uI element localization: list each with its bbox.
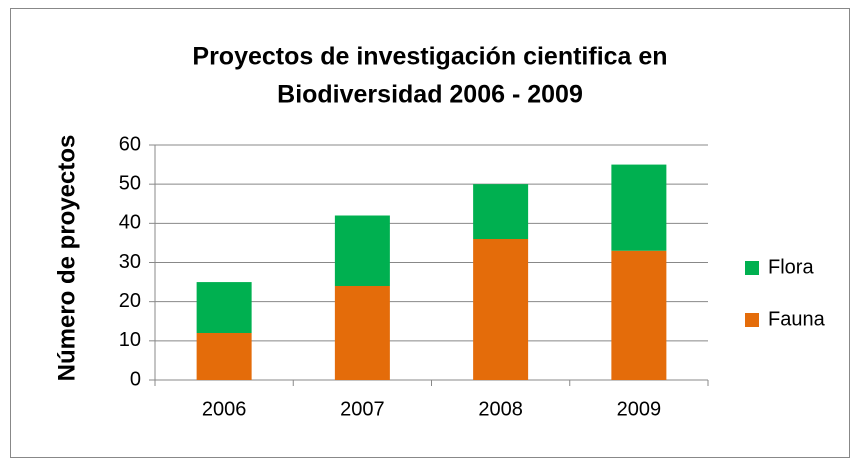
legend-label: Flora (768, 256, 814, 278)
bar-segment (473, 184, 529, 239)
bar-segment (196, 333, 252, 380)
y-tick-label: 20 (119, 290, 141, 312)
chart-title: Proyectos de investigación cientifica en (192, 43, 667, 71)
x-tick-label: 2008 (478, 398, 523, 420)
x-tick-label: 2007 (340, 398, 385, 420)
legend-swatch (745, 261, 759, 275)
bar-segment (196, 282, 252, 333)
bar-segment (473, 239, 529, 380)
y-tick-label: 0 (130, 368, 141, 390)
x-tick-label: 2006 (202, 398, 247, 420)
chart-title: Biodiversidad 2006 - 2009 (277, 81, 583, 109)
y-tick-label: 30 (119, 251, 141, 273)
bar-segment (334, 215, 390, 286)
bar-segment (611, 250, 667, 380)
chart-border (10, 8, 850, 458)
y-tick-label: 50 (119, 172, 141, 194)
x-tick-label: 2009 (617, 398, 662, 420)
bar-segment (334, 286, 390, 380)
legend-label: Fauna (768, 308, 826, 330)
y-tick-label: 60 (119, 133, 141, 155)
y-tick-label: 40 (119, 212, 141, 234)
legend-swatch (745, 313, 759, 327)
y-axis-label: Número de proyectos (53, 135, 80, 382)
y-tick-label: 10 (119, 329, 141, 351)
bar-segment (611, 164, 667, 251)
